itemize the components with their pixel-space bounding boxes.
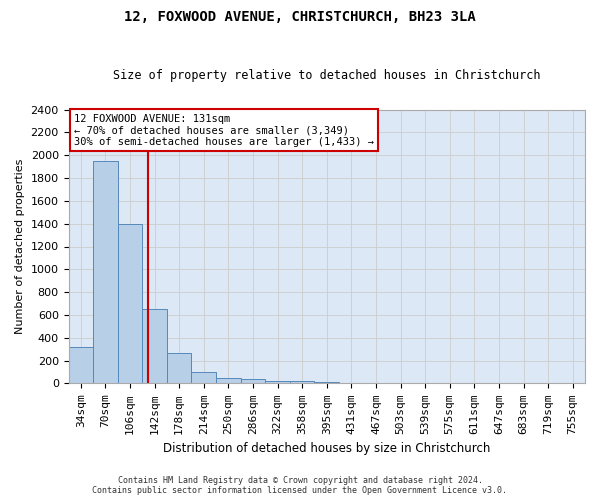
- Bar: [241, 380, 265, 384]
- Bar: [191, 372, 216, 384]
- Bar: [167, 353, 191, 384]
- Bar: [265, 380, 290, 384]
- Bar: [118, 224, 142, 384]
- Text: 12, FOXWOOD AVENUE, CHRISTCHURCH, BH23 3LA: 12, FOXWOOD AVENUE, CHRISTCHURCH, BH23 3…: [124, 10, 476, 24]
- Bar: [93, 161, 118, 384]
- X-axis label: Distribution of detached houses by size in Christchurch: Distribution of detached houses by size …: [163, 442, 490, 455]
- Bar: [142, 310, 167, 384]
- Bar: [68, 347, 93, 384]
- Text: 12 FOXWOOD AVENUE: 131sqm
← 70% of detached houses are smaller (3,349)
30% of se: 12 FOXWOOD AVENUE: 131sqm ← 70% of detac…: [74, 114, 374, 147]
- Title: Size of property relative to detached houses in Christchurch: Size of property relative to detached ho…: [113, 69, 541, 82]
- Bar: [314, 382, 339, 384]
- Bar: [290, 381, 314, 384]
- Bar: [216, 378, 241, 384]
- Text: Contains HM Land Registry data © Crown copyright and database right 2024.
Contai: Contains HM Land Registry data © Crown c…: [92, 476, 508, 495]
- Y-axis label: Number of detached properties: Number of detached properties: [15, 159, 25, 334]
